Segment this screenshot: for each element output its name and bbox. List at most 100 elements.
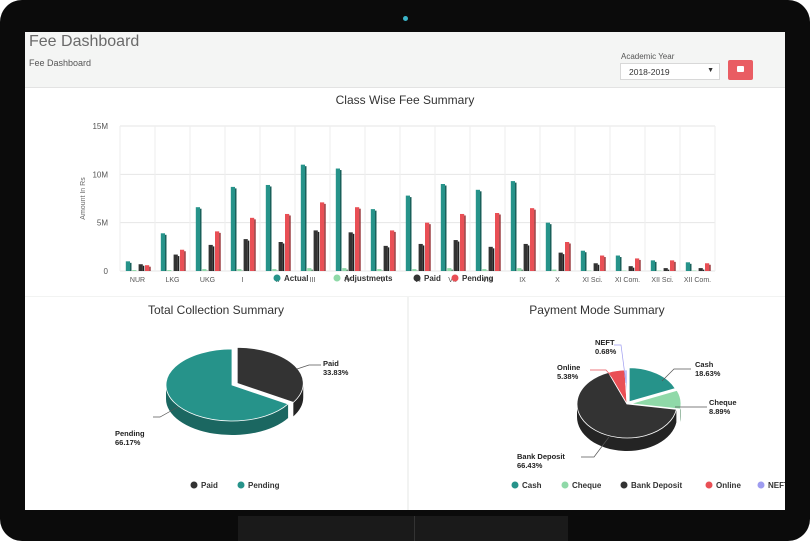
bank-deposit-label-name: Bank Deposit <box>517 452 565 461</box>
bar-side-actual <box>305 166 307 271</box>
bar-actual <box>475 189 480 271</box>
x-tick-label: VIII <box>482 277 493 284</box>
bar-side-pending <box>219 232 221 271</box>
legend-marker-cheque <box>561 481 569 489</box>
bar-side-actual <box>620 257 622 271</box>
academic-year-select[interactable]: 2018-2019 ▼ <box>620 63 720 80</box>
bar-side-pending <box>359 208 361 271</box>
bar-paid <box>663 268 668 271</box>
leader-line-pending <box>153 406 179 418</box>
bar-paid <box>628 266 633 271</box>
x-tick-label: I <box>242 277 244 284</box>
bar-actual <box>195 207 200 271</box>
legend-marker-neft <box>757 481 765 489</box>
bar-side-pending <box>464 215 466 271</box>
bar-side-actual <box>375 210 377 271</box>
bar-pending <box>600 255 605 271</box>
x-tick-label: V <box>380 277 385 284</box>
bar-side-pending <box>569 243 571 271</box>
payment-mode-panel: Payment Mode Summary Cash 18.63% Cheque 8.8… <box>409 297 785 510</box>
bar-side-pending <box>534 209 536 271</box>
bar-actual <box>230 186 235 271</box>
bar-side-paid <box>667 269 670 271</box>
neft-label-name: NEFT <box>595 338 615 347</box>
bar-pending <box>670 260 675 271</box>
y-tick-label: 10M <box>92 170 108 179</box>
bar-side-actual <box>200 208 202 271</box>
bar-side-pending <box>289 215 291 271</box>
bar-adjustments <box>202 269 207 271</box>
bar-side-actual <box>550 224 552 271</box>
bank-deposit-label-value: 66.43% <box>517 461 543 470</box>
pie-slice-side-2 <box>577 404 677 451</box>
breadcrumb[interactable]: Fee Dashboard <box>29 58 92 68</box>
bar-side-adjustments <box>311 269 313 271</box>
paid-label-name: Paid <box>323 359 339 368</box>
bar-side-pending <box>254 219 256 271</box>
legend-label-bank-deposit: Bank Deposit <box>631 481 682 490</box>
x-tick-label: IX <box>519 277 526 284</box>
legend-marker-adjustments <box>333 274 341 282</box>
x-tick-label: III <box>310 277 316 284</box>
bar-paid <box>208 244 213 271</box>
bar-side-pending <box>499 214 501 271</box>
bar-side-actual <box>480 191 482 271</box>
bar-side-pending <box>184 251 186 271</box>
bar-side-paid <box>212 246 215 271</box>
x-tick-label: IV <box>344 277 351 284</box>
leader-line-neft <box>614 344 627 384</box>
online-label-value: 5.38% <box>557 372 579 381</box>
bar-side-paid <box>527 245 530 271</box>
bar-adjustments <box>377 269 382 271</box>
bar-actual <box>440 184 445 271</box>
bar-side-pending <box>639 259 641 271</box>
bar-pending <box>215 231 220 271</box>
bar-side-pending <box>674 261 676 271</box>
bar-side-adjustments <box>346 269 348 271</box>
bar-adjustments <box>307 268 312 271</box>
y-tick-label: 0 <box>104 267 109 276</box>
bar-pending <box>705 263 710 271</box>
bar-side-paid <box>142 265 145 271</box>
cash-label-name: Cash <box>695 360 714 369</box>
legend-marker-actual <box>273 274 281 282</box>
bar-side-pending <box>709 264 711 271</box>
page-header: Fee Dashboard Fee Dashboard Academic Yea… <box>25 32 785 88</box>
cash-label-value: 18.63% <box>695 369 721 378</box>
bar-actual <box>405 195 410 271</box>
bar-side-paid <box>702 269 705 271</box>
bar-actual <box>580 250 585 271</box>
bar-actual <box>265 184 270 271</box>
bar-pending <box>495 213 500 271</box>
bottom-bar-divider <box>414 516 415 541</box>
leader-line-cash <box>661 368 691 382</box>
bar-paid <box>488 246 493 271</box>
bar-adjustments <box>482 269 487 271</box>
legend-marker-pending <box>451 274 459 282</box>
bar-side-adjustments <box>521 269 523 271</box>
x-tick-label: XII Com. <box>684 277 711 284</box>
bar-adjustments <box>167 270 172 271</box>
neft-label-value: 0.68% <box>595 347 617 356</box>
bar-adjustments <box>412 269 417 271</box>
bar-side-actual <box>270 186 272 271</box>
bar-side-actual <box>340 170 342 271</box>
bar-adjustments <box>132 270 137 271</box>
bar-paid <box>593 263 598 271</box>
print-button[interactable] <box>728 60 753 80</box>
bar-paid <box>418 243 423 271</box>
bar-pending <box>285 213 290 271</box>
legend-label-pending: Pending <box>462 274 494 283</box>
class-wise-fee-panel: Class Wise Fee Summary 0 5M 10M 15M Amount I… <box>25 88 785 296</box>
bar-side-paid <box>597 264 600 271</box>
bar-side-pending <box>324 203 326 271</box>
y-tick-label: 5M <box>97 219 108 228</box>
bar-pending <box>390 230 395 271</box>
bar-paid <box>558 252 563 271</box>
bar-actual <box>510 181 515 271</box>
legend-marker-pending <box>237 481 245 489</box>
legend-label-cash: Cash <box>522 481 542 490</box>
